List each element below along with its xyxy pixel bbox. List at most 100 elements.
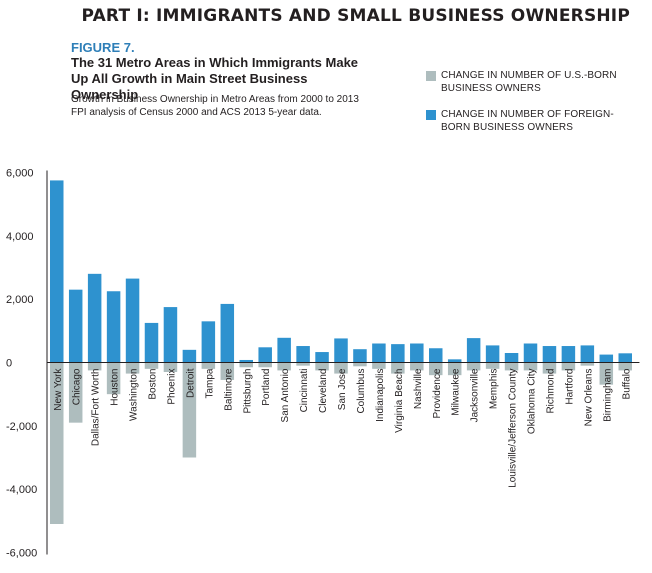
y-tick-label: 2,000 bbox=[6, 294, 34, 306]
category-label: San Antonio bbox=[280, 368, 291, 422]
category-label: Richmond bbox=[545, 369, 556, 414]
bar-us-born bbox=[277, 362, 291, 371]
category-label: Milwaukee bbox=[451, 368, 462, 416]
bar-foreign-born bbox=[429, 348, 443, 363]
bar-foreign-born bbox=[144, 322, 159, 363]
category-label: Hartford bbox=[564, 369, 575, 405]
y-tick-label: -6,000 bbox=[6, 548, 37, 560]
category-label: Louisville/Jefferson County bbox=[508, 369, 519, 488]
bar-us-born bbox=[485, 362, 500, 369]
bar-foreign-born bbox=[372, 343, 386, 363]
bar-us-born bbox=[542, 362, 557, 374]
category-label: Houston bbox=[110, 369, 121, 406]
bar-us-born bbox=[87, 362, 102, 371]
category-label: Providence bbox=[432, 368, 443, 418]
category-label: Virginia Beach bbox=[394, 369, 405, 433]
bar-us-born bbox=[68, 362, 83, 423]
bar-us-born bbox=[125, 362, 140, 374]
bar-foreign-born bbox=[542, 346, 557, 363]
bar-us-born bbox=[599, 362, 614, 385]
y-tick-label: 4,000 bbox=[6, 231, 34, 243]
bar-foreign-born bbox=[485, 345, 500, 363]
category-label: Tampa bbox=[204, 368, 215, 398]
category-label: Cincinnati bbox=[299, 369, 310, 413]
bar-foreign-born bbox=[599, 354, 614, 363]
category-label: Phoenix bbox=[166, 369, 177, 405]
bar-foreign-born bbox=[163, 307, 178, 363]
bar-foreign-born bbox=[466, 338, 481, 363]
bar-foreign-born bbox=[87, 273, 102, 363]
bar-us-born bbox=[429, 362, 443, 376]
bar-us-born bbox=[504, 362, 519, 371]
bar-us-born bbox=[201, 362, 216, 369]
bar-us-born bbox=[50, 362, 64, 524]
category-label: San Jose bbox=[337, 368, 348, 410]
bar-foreign-born bbox=[618, 353, 632, 363]
legend-label-foreign-born: CHANGE IN NUMBER OF FOREIGN- BORN BUSINE… bbox=[441, 109, 614, 133]
bar-foreign-born bbox=[410, 343, 424, 363]
bar-us-born bbox=[618, 362, 632, 371]
bar-us-born bbox=[296, 362, 310, 366]
category-label: Indianapolis bbox=[375, 369, 386, 422]
legend-swatch-us-born bbox=[426, 71, 436, 81]
bar-foreign-born bbox=[353, 349, 367, 363]
bar-us-born bbox=[220, 362, 235, 380]
chart-subtitle: Growth in Business Ownership in Metro Ar… bbox=[71, 94, 359, 118]
bar-us-born bbox=[391, 362, 405, 374]
part-title: PART I: IMMIGRANTS AND SMALL BUSINESS OW… bbox=[81, 6, 630, 26]
bar-us-born bbox=[315, 362, 329, 371]
bar-foreign-born bbox=[220, 303, 235, 363]
bar-foreign-born bbox=[50, 180, 64, 363]
bar-foreign-born bbox=[334, 338, 348, 363]
bar-foreign-born bbox=[447, 359, 462, 363]
y-tick-label: -2,000 bbox=[6, 421, 37, 433]
bar-foreign-born bbox=[182, 349, 197, 363]
category-label: Jacksonville bbox=[470, 368, 481, 422]
bar-us-born bbox=[523, 362, 538, 371]
bar-us-born bbox=[580, 362, 595, 366]
category-label: New York bbox=[53, 368, 64, 411]
bar-foreign-born bbox=[504, 353, 519, 363]
y-tick-label: -4,000 bbox=[6, 484, 37, 496]
y-tick-label: 0 bbox=[6, 358, 12, 370]
bar-foreign-born bbox=[277, 337, 291, 363]
bar-us-born bbox=[163, 362, 178, 372]
category-label: Dallas/Fort Worth bbox=[91, 369, 102, 447]
chart-title: The 31 Metro Areas in Which Immigrants M… bbox=[71, 55, 359, 102]
bar-us-born bbox=[182, 362, 197, 458]
y-tick-label: 6,000 bbox=[6, 168, 34, 180]
category-label: Birmingham bbox=[602, 369, 613, 422]
bar-us-born bbox=[353, 362, 367, 367]
bar-foreign-born bbox=[315, 352, 329, 363]
bar-foreign-born bbox=[125, 278, 140, 363]
bar-us-born bbox=[561, 362, 576, 371]
bar-foreign-born bbox=[106, 291, 121, 363]
bar-foreign-born bbox=[561, 346, 576, 363]
bar-foreign-born bbox=[258, 347, 272, 363]
category-label: Detroit bbox=[185, 368, 196, 398]
category-label: Nashville bbox=[413, 368, 424, 409]
bar-us-born bbox=[106, 362, 121, 395]
category-label: Baltimore bbox=[223, 368, 234, 411]
bar-us-born bbox=[447, 362, 462, 376]
bar-foreign-born bbox=[296, 346, 310, 363]
category-label: New Orleans bbox=[583, 369, 594, 427]
category-label: Portland bbox=[261, 369, 272, 406]
bar-foreign-born bbox=[523, 343, 538, 363]
bar-us-born bbox=[334, 362, 348, 374]
bar-foreign-born bbox=[68, 289, 83, 363]
bar-us-born bbox=[466, 362, 481, 371]
category-label: Buffalo bbox=[621, 368, 632, 399]
legend-label-us-born: CHANGE IN NUMBER OF U.S.-BORN BUSINESS O… bbox=[441, 70, 617, 94]
category-label: Pittsburgh bbox=[242, 369, 253, 414]
category-label: Oklahoma City bbox=[527, 369, 538, 435]
bar-us-born bbox=[239, 362, 253, 368]
category-label: Memphis bbox=[489, 368, 500, 409]
category-label: Cleveland bbox=[318, 369, 329, 413]
bar-us-born bbox=[410, 362, 424, 371]
bar-foreign-born bbox=[391, 344, 405, 363]
bar-us-born bbox=[258, 362, 272, 368]
category-label: Columbus bbox=[356, 369, 367, 414]
bar-foreign-born bbox=[201, 321, 216, 363]
